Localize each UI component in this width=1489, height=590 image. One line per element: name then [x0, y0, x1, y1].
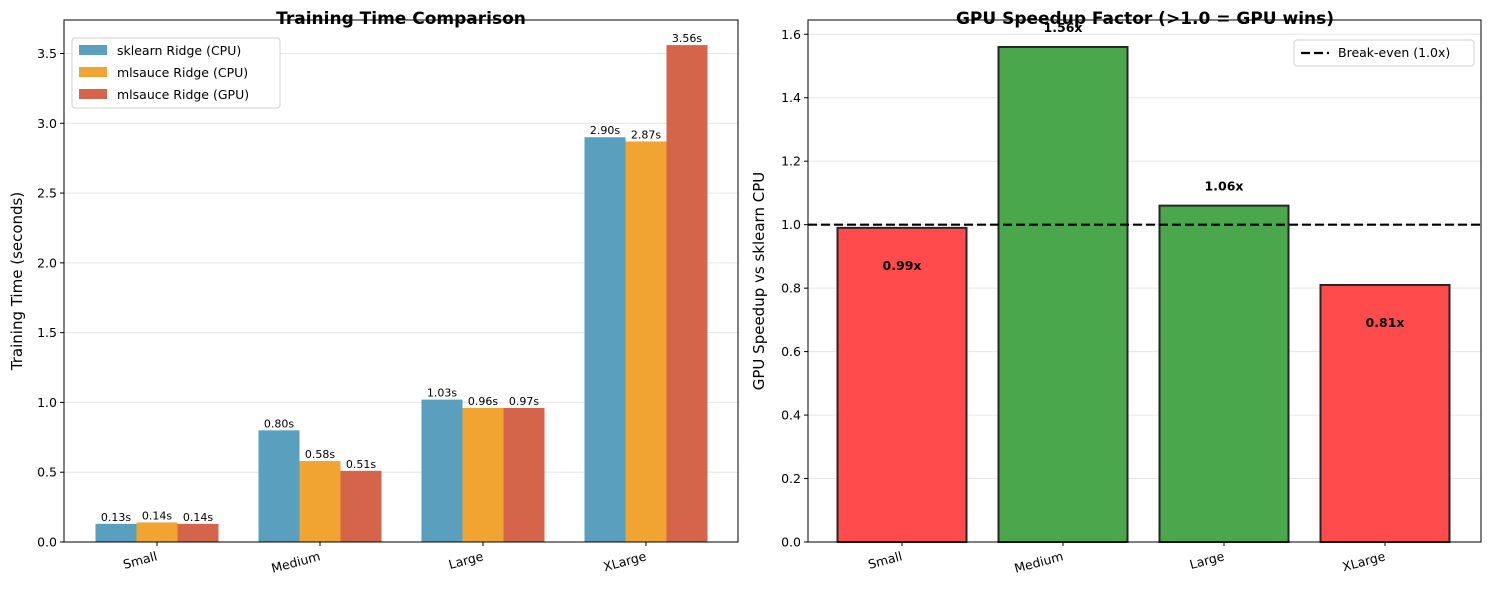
c1-y-tick-label: 3.5 — [37, 46, 57, 61]
legend-swatch-mlsauce-cpu — [79, 67, 107, 77]
c1-bar-sklearn-ridge-cpu-small — [95, 523, 137, 542]
c1-data-label: 0.51s — [346, 458, 376, 471]
c1-y-tick-label: 3.0 — [37, 116, 57, 131]
c2-x-axis-ticks: Small Medium Large XLarge — [866, 542, 1387, 576]
c1-bar-sklearn-ridge-cpu-medium — [258, 430, 300, 542]
legend-label-mlsauce-cpu: mlsauce Ridge (CPU) — [117, 65, 248, 80]
legend-label-mlsauce-gpu: mlsauce Ridge (GPU) — [117, 87, 249, 102]
c2-x-tick-label-large: Large — [1188, 548, 1226, 572]
c1-data-label: 0.13s — [101, 511, 131, 524]
c1-data-label: 0.14s — [142, 509, 172, 522]
legend-swatch-sklearn-cpu — [79, 45, 107, 55]
c1-x-tick-label-large: Large — [447, 548, 485, 572]
c1-legend-box — [71, 37, 281, 109]
c2-plot-frame — [807, 19, 1482, 543]
c2-x-tick-label-small: Small — [866, 548, 903, 571]
c1-x-tick-label-small: Small — [121, 548, 158, 571]
c1-bar-mlsauce-ridge-gpu-small — [177, 523, 219, 542]
training-time-chart: 0.13s 0.14s 0.14s 0.80s 0.58s 0.51s 1.03s 0.96s… — [8, 9, 739, 576]
c1-bar-mlsauce-ridge-gpu-large — [503, 408, 545, 542]
c1-bar-sklearn-ridge-cpu-xlarge — [584, 137, 626, 542]
c1-x-tick-label-medium: Medium — [270, 548, 322, 575]
c2-y-tick-label: 0.6 — [781, 344, 801, 359]
c1-data-label: 0.97s — [509, 395, 539, 408]
c1-bar-sklearn-ridge-cpu-large — [421, 399, 463, 542]
c2-bar-medium — [997, 45, 1129, 543]
c2-y-axis-ticks: 0.0 0.2 0.4 0.6 0.8 1.0 1.2 1.4 1.6 — [781, 27, 808, 550]
c2-data-label-xlarge: 0.81x — [1366, 315, 1405, 330]
c1-y-tick-label: 2.0 — [37, 255, 57, 270]
c1-bar-mlsauce-ridge-cpu-xlarge — [625, 141, 667, 543]
c2-y-tick-label: 1.2 — [781, 154, 801, 169]
c1-y-tick-label: 0.0 — [37, 535, 57, 550]
c1-y-tick-label: 1.0 — [37, 395, 57, 410]
c2-bar-xlarge — [1319, 283, 1451, 543]
c1-y-axis-label: Training Time (seconds) — [8, 192, 26, 371]
c1-data-label: 0.80s — [264, 417, 294, 430]
c1-bar-mlsauce-ridge-cpu-small — [136, 522, 178, 542]
c2-y-tick-label: 0.8 — [781, 281, 801, 296]
c1-data-label: 2.87s — [631, 128, 661, 141]
c2-bar-small — [836, 226, 968, 543]
c1-plot-frame — [63, 19, 739, 543]
c2-legend: Break-even (1.0x) — [1293, 39, 1475, 67]
c1-y-tick-label: 2.5 — [37, 186, 57, 201]
legend-label-sklearn-cpu: sklearn Ridge (CPU) — [117, 43, 241, 58]
c1-x-axis-ticks: Small Medium Large XLarge — [121, 542, 648, 576]
c1-x-tick-label-xlarge: XLarge — [602, 548, 648, 574]
c1-data-label: 0.14s — [183, 511, 213, 524]
c2-data-label-medium: 1.56x — [1044, 20, 1083, 35]
c1-y-tick-label: 0.5 — [37, 465, 57, 480]
c1-gridlines — [64, 52, 738, 543]
c2-legend-box — [1293, 39, 1475, 67]
c1-bar-mlsauce-ridge-gpu-medium — [340, 470, 382, 542]
c2-bars — [836, 45, 1451, 543]
c1-title: Training Time Comparison — [276, 9, 526, 29]
c1-data-label: 2.90s — [590, 124, 620, 137]
c2-y-tick-label: 1.0 — [781, 217, 801, 232]
c1-data-label: 0.96s — [468, 395, 498, 408]
legend-swatch-mlsauce-gpu — [79, 89, 107, 99]
c2-data-label-large: 1.06x — [1205, 179, 1244, 194]
c1-y-tick-label: 1.5 — [37, 325, 57, 340]
c2-y-tick-label: 1.6 — [781, 27, 801, 42]
c1-y-axis-ticks: 0.0 0.5 1.0 1.5 2.0 2.5 3.0 3.5 — [37, 46, 64, 550]
legend-label-break-even: Break-even (1.0x) — [1338, 45, 1450, 60]
c1-data-label: 3.56s — [672, 32, 702, 45]
c1-bar-mlsauce-ridge-cpu-medium — [299, 461, 341, 542]
gpu-speedup-chart: 0.99x 1.56x 1.06x 0.81x 0.0 0.2 0.4 0.6 0.8 1.0 1… — [750, 9, 1482, 576]
c1-legend: sklearn Ridge (CPU) mlsauce Ridge (CPU) … — [71, 37, 281, 109]
c2-y-tick-label: 0.4 — [781, 408, 801, 423]
c1-data-labels: 0.13s 0.14s 0.14s 0.80s 0.58s 0.51s 1.03s 0.96s… — [101, 32, 702, 524]
c1-bars — [95, 45, 708, 543]
c2-data-label-small: 0.99x — [883, 258, 922, 273]
c2-title: GPU Speedup Factor (>1.0 = GPU wins) — [956, 9, 1334, 29]
c2-data-labels: 0.99x 1.56x 1.06x 0.81x — [883, 20, 1405, 330]
c2-x-tick-label-medium: Medium — [1013, 548, 1065, 575]
c2-y-axis-label: GPU Speedup vs sklearn CPU — [750, 172, 768, 390]
c2-y-tick-label: 1.4 — [781, 90, 801, 105]
c1-bar-mlsauce-ridge-gpu-xlarge — [666, 45, 708, 543]
c2-y-tick-label: 0.0 — [781, 535, 801, 550]
c1-data-label: 0.58s — [305, 448, 335, 461]
c2-y-tick-label: 0.2 — [781, 471, 801, 486]
c1-data-label: 1.03s — [427, 387, 457, 400]
c1-bar-mlsauce-ridge-cpu-large — [462, 408, 504, 542]
c2-x-tick-label-xlarge: XLarge — [1341, 548, 1387, 574]
c2-bar-large — [1158, 204, 1290, 543]
